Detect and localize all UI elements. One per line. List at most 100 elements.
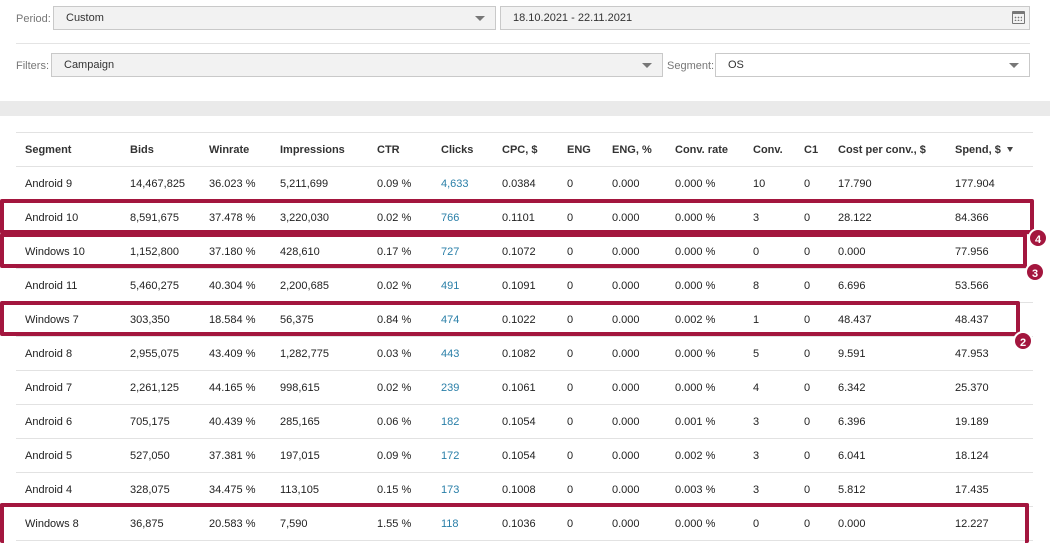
table-cell: Android 9 — [16, 166, 121, 201]
table-cell: 37.180 % — [200, 234, 271, 269]
period-value: Custom — [66, 12, 104, 24]
table-row: Android 7 2,261,125 44.165 % 998,615 0.02 % 2… — [16, 370, 1033, 405]
table-cell: 0.84 % — [368, 302, 432, 337]
column-header-label: Conv. rate — [675, 143, 728, 156]
table-cell: 56,375 — [271, 302, 368, 337]
table-row: Android 6 705,175 40.439 % 285,165 0.06 % 182… — [16, 404, 1033, 439]
column-header[interactable]: Clicks — [432, 132, 493, 167]
column-header[interactable]: Spend, $ — [946, 132, 1033, 167]
table-cell: 84.366 — [946, 200, 1033, 235]
table-cell: 28.122 — [829, 200, 946, 235]
table-cell: 8 — [744, 268, 795, 303]
table-cell: 7,590 — [271, 506, 368, 541]
column-header-label: Conv. — [753, 143, 783, 156]
table-cell: 0.000 % — [666, 506, 744, 541]
filters-select[interactable]: Campaign — [51, 53, 663, 77]
column-header[interactable]: Winrate — [200, 132, 271, 167]
column-header[interactable]: Bids — [121, 132, 200, 167]
table-cell: 0.000 — [603, 336, 666, 371]
table-cell: 0.02 % — [368, 370, 432, 405]
column-header-label: Impressions — [280, 143, 345, 156]
clicks-link[interactable]: 4,633 — [432, 166, 493, 201]
column-header[interactable]: CTR — [368, 132, 432, 167]
divider — [16, 43, 1030, 44]
clicks-link[interactable]: 727 — [432, 234, 493, 269]
table-cell: 0.000 — [603, 234, 666, 269]
date-range-input[interactable]: 18.10.2021 - 22.11.2021 — [500, 6, 1030, 30]
table-cell: 0.001 % — [666, 404, 744, 439]
segment-select[interactable]: OS — [715, 53, 1030, 77]
column-header[interactable]: C1 — [795, 132, 829, 167]
clicks-link[interactable]: 173 — [432, 472, 493, 507]
table-cell: 1 — [744, 302, 795, 337]
column-header[interactable]: ENG, % — [603, 132, 666, 167]
table-cell: Android 11 — [16, 268, 121, 303]
table-cell: Windows 10 — [16, 234, 121, 269]
clicks-link[interactable]: 474 — [432, 302, 493, 337]
table-cell: 36.023 % — [200, 166, 271, 201]
table-cell: 36,875 — [121, 506, 200, 541]
table-cell: 2,261,125 — [121, 370, 200, 405]
table-cell: 0 — [744, 234, 795, 269]
clicks-link[interactable]: 239 — [432, 370, 493, 405]
table-cell: 0 — [558, 472, 603, 507]
column-header[interactable]: Conv. rate — [666, 132, 744, 167]
clicks-link[interactable]: 766 — [432, 200, 493, 235]
table-cell: 0 — [795, 506, 829, 541]
calendar-icon[interactable] — [1012, 11, 1025, 24]
table-header-row: Segment Bids Winrate Impressions CTR Clicks CP… — [16, 132, 1033, 167]
section-separator — [0, 101, 1050, 116]
table-cell: 77.956 — [946, 234, 1033, 269]
chevron-down-icon — [1009, 63, 1019, 68]
table-cell: 9.591 — [829, 336, 946, 371]
table-cell: 0.000 % — [666, 268, 744, 303]
clicks-link[interactable]: 443 — [432, 336, 493, 371]
table-cell: Android 7 — [16, 370, 121, 405]
table-cell: 0.1036 — [493, 506, 558, 541]
table-cell: 40.439 % — [200, 404, 271, 439]
clicks-link[interactable]: 491 — [432, 268, 493, 303]
table-cell: 6.696 — [829, 268, 946, 303]
column-header[interactable]: Cost per conv., $ — [829, 132, 946, 167]
table-cell: 5,211,699 — [271, 166, 368, 201]
table-cell: 0.000 — [603, 506, 666, 541]
table-row: Windows 10 1,152,800 37.180 % 428,610 0.17 %… — [16, 234, 1033, 269]
chevron-down-icon — [475, 16, 485, 21]
column-header[interactable]: CPC, $ — [493, 132, 558, 167]
table-cell: 0.1061 — [493, 370, 558, 405]
table-cell: 998,615 — [271, 370, 368, 405]
table-cell: Windows 8 — [16, 506, 121, 541]
table-cell: 4 — [744, 370, 795, 405]
table-cell: 113,105 — [271, 472, 368, 507]
clicks-link[interactable]: 118 — [432, 506, 493, 541]
table-cell: 0 — [558, 302, 603, 337]
column-header[interactable]: Conv. — [744, 132, 795, 167]
table-cell: 177.904 — [946, 166, 1033, 201]
table-cell: 705,175 — [121, 404, 200, 439]
table-cell: 0.0384 — [493, 166, 558, 201]
table-cell: 0.000 % — [666, 336, 744, 371]
table-cell: 1,282,775 — [271, 336, 368, 371]
column-header[interactable]: Segment — [16, 132, 121, 167]
column-header[interactable]: ENG — [558, 132, 603, 167]
table-cell: 6.041 — [829, 438, 946, 473]
annotation-badge-2: 2 — [1013, 331, 1033, 351]
filters-value: Campaign — [64, 59, 115, 71]
sort-desc-icon[interactable] — [1006, 147, 1013, 153]
table-cell: 53.566 — [946, 268, 1033, 303]
table-cell: 0.000 — [603, 302, 666, 337]
period-label: Period: — [16, 13, 51, 25]
table-cell: 48.437 — [829, 302, 946, 337]
period-select[interactable]: Custom — [53, 6, 496, 30]
table-cell: 37.381 % — [200, 438, 271, 473]
column-header[interactable]: Impressions — [271, 132, 368, 167]
highlight-box-3 — [0, 233, 1027, 268]
table-cell: 5,460,275 — [121, 268, 200, 303]
table-cell: 0 — [795, 472, 829, 507]
table-cell: 0.000 — [829, 506, 946, 541]
column-header-label: CTR — [377, 143, 400, 156]
clicks-link[interactable]: 172 — [432, 438, 493, 473]
table-cell: Windows 7 — [16, 302, 121, 337]
clicks-link[interactable]: 182 — [432, 404, 493, 439]
table-cell: 285,165 — [271, 404, 368, 439]
